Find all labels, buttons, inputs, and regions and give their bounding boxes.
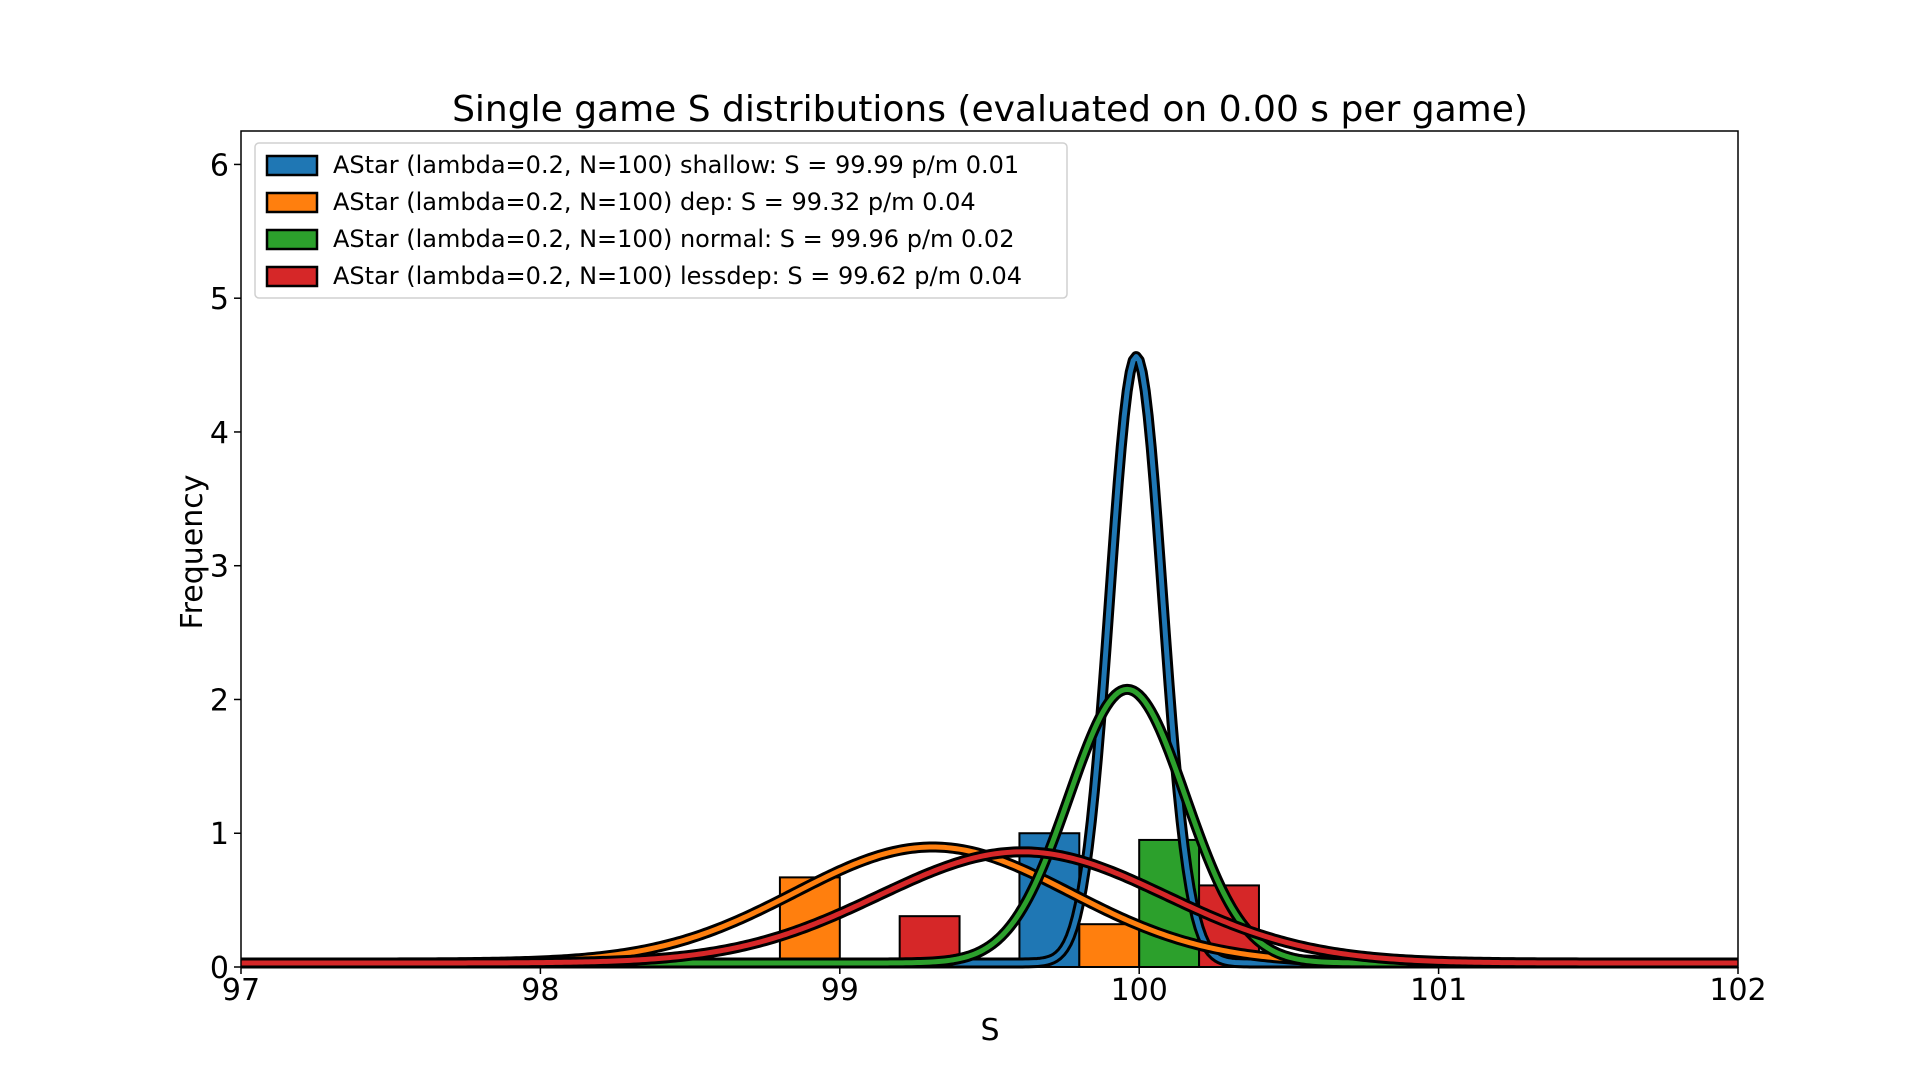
legend-swatch-2	[265, 228, 319, 251]
y-tick-label: 3	[210, 550, 229, 585]
fit-curve-3	[241, 849, 1738, 966]
y-tick-label: 2	[210, 683, 229, 718]
y-tick-label: 4	[210, 416, 229, 451]
legend-label-0: AStar (lambda=0.2, N=100) shallow: S = 9…	[333, 151, 1019, 179]
x-tick-label: 100	[1111, 973, 1168, 1008]
chart-title: Single game S distributions (evaluated o…	[452, 89, 1528, 130]
bar-1-1	[1078, 923, 1141, 968]
legend-label-3: AStar (lambda=0.2, N=100) lessdep: S = 9…	[333, 262, 1022, 290]
axes: 97 98 99 100 101 102 0 1 2 3 4 5 6	[210, 130, 1767, 1008]
y-tick-label: 6	[210, 148, 229, 183]
plot-area	[238, 351, 1741, 969]
x-tick-label: 98	[521, 973, 559, 1008]
legend: AStar (lambda=0.2, N=100) shallow: S = 9…	[254, 142, 1068, 299]
legend-swatch-1	[265, 191, 319, 214]
legend-box	[254, 142, 1068, 299]
y-tick-label: 5	[210, 282, 229, 317]
x-tick-label: 102	[1709, 973, 1766, 1008]
axes-frame	[240, 130, 1739, 968]
y-tick-label: 0	[210, 951, 229, 986]
x-tick-label: 97	[222, 973, 260, 1008]
x-tick-label: 101	[1410, 973, 1467, 1008]
legend-label-2: AStar (lambda=0.2, N=100) normal: S = 99…	[333, 225, 1014, 253]
legend-swatch-0	[265, 154, 319, 177]
legend-swatch-3	[265, 265, 319, 288]
y-axis-label: Frequency	[175, 475, 210, 630]
legend-label-1: AStar (lambda=0.2, N=100) dep: S = 99.32…	[333, 188, 976, 216]
x-axis-label: S	[980, 1013, 999, 1048]
y-tick-label: 1	[210, 817, 229, 852]
x-tick-label: 99	[821, 973, 859, 1008]
